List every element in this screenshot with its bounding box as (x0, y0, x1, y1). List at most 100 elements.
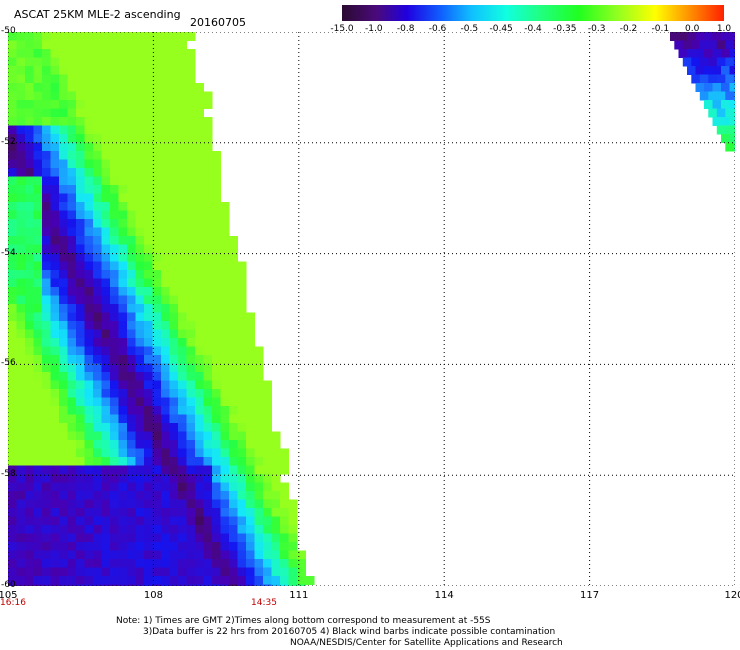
wind-data-cell (16, 49, 26, 58)
wind-data-cell (169, 125, 179, 135)
wind-data-cell (186, 525, 196, 534)
wind-data-cell (144, 550, 153, 560)
wind-data-cell (220, 338, 230, 347)
wind-data-cell (212, 355, 221, 364)
wind-data-cell (195, 491, 204, 500)
wind-data-cell (33, 278, 43, 288)
wind-data-cell (144, 142, 153, 152)
wind-data-cell (50, 134, 60, 143)
wind-data-cell (93, 219, 102, 228)
wind-data-cell (76, 83, 85, 92)
wind-data-cell (169, 414, 179, 424)
wind-data-cell (161, 550, 170, 560)
wind-data-cell (59, 261, 68, 271)
wind-data-cell (42, 440, 51, 449)
wind-data-cell (203, 295, 213, 305)
wind-data-cell (220, 380, 230, 390)
wind-data-cell (229, 389, 238, 398)
lon-tick-label: 105 (0, 590, 18, 601)
wind-data-cell (203, 389, 213, 398)
wind-data-cell (152, 448, 162, 458)
wind-data-cell (203, 210, 213, 220)
wind-data-cell (212, 219, 221, 228)
wind-data-cell (220, 329, 230, 339)
wind-data-cell (59, 219, 68, 228)
wind-data-cell (237, 431, 247, 441)
wind-data-cell (50, 584, 60, 586)
wind-data-cell (212, 508, 221, 517)
wind-data-cell (93, 389, 102, 398)
wind-data-cell (67, 346, 77, 356)
wind-data-cell (229, 287, 238, 296)
wind-data-cell (169, 363, 179, 373)
wind-data-cell (195, 584, 204, 586)
wind-data-cell (229, 244, 238, 254)
wind-data-cell (16, 397, 26, 407)
wind-data-cell (135, 346, 145, 356)
wind-data-cell (127, 525, 136, 534)
wind-data-cell (118, 338, 128, 347)
wind-data-cell (127, 253, 136, 262)
wind-data-cell (186, 125, 196, 135)
wind-data-cell (708, 57, 718, 67)
wind-data-cell (50, 465, 60, 475)
wind-data-cell (59, 397, 68, 407)
wind-data-cell (144, 227, 153, 237)
wind-data-cell (8, 253, 17, 262)
wind-data-cell (84, 193, 94, 203)
wind-data-cell (8, 380, 17, 390)
wind-data-cell (110, 482, 119, 492)
wind-data-cell (169, 74, 179, 84)
wind-data-cell (733, 57, 735, 67)
wind-data-cell (135, 567, 145, 577)
wind-data-cell (118, 253, 128, 262)
wind-data-cell (8, 414, 17, 424)
wind-data-cell (101, 236, 111, 245)
wind-data-cell (195, 380, 204, 390)
wind-data-cell (246, 321, 255, 330)
wind-data-cell (50, 295, 60, 305)
wind-data-cell (144, 253, 153, 262)
wind-data-cell (42, 168, 51, 177)
wind-data-cell (110, 83, 119, 92)
wind-data-cell (25, 108, 34, 118)
wind-data-cell (110, 525, 119, 534)
wind-data-cell (716, 40, 726, 50)
wind-data-cell (16, 236, 26, 245)
wind-data-cell (59, 83, 68, 92)
wind-data-cell (135, 542, 145, 551)
wind-data-cell (118, 278, 128, 288)
wind-data-cell (67, 91, 77, 101)
wind-data-cell (144, 49, 153, 58)
wind-data-cell (50, 363, 60, 373)
wind-data-cell (93, 525, 102, 534)
wind-data-cell (229, 236, 238, 245)
wind-data-cell (93, 448, 102, 458)
wind-data-cell (93, 142, 102, 152)
wind-data-cell (178, 372, 187, 381)
wind-data-cell (84, 312, 94, 322)
wind-data-cell (42, 83, 51, 92)
wind-data-cell (186, 329, 196, 339)
wind-data-cell (110, 134, 119, 143)
wind-data-cell (59, 270, 68, 279)
wind-data-cell (8, 66, 17, 75)
wind-data-cell (59, 236, 68, 245)
wind-data-cell (84, 270, 94, 279)
wind-data-cell (16, 295, 26, 305)
wind-data-cell (76, 567, 85, 577)
wind-data-cell (186, 440, 196, 449)
wind-data-cell (135, 440, 145, 449)
wind-data-cell (118, 457, 128, 466)
wind-data-cell (135, 355, 145, 364)
wind-data-cell (127, 321, 136, 330)
wind-data-cell (203, 525, 213, 534)
wind-data-cell (178, 329, 187, 339)
wind-data-cell (161, 261, 170, 271)
wind-data-cell (101, 40, 111, 50)
wind-data-cell (152, 219, 162, 228)
wind-data-cell (76, 448, 85, 458)
wind-data-cell (84, 108, 94, 118)
wind-data-cell (144, 431, 153, 441)
wind-data-cell (25, 448, 34, 458)
